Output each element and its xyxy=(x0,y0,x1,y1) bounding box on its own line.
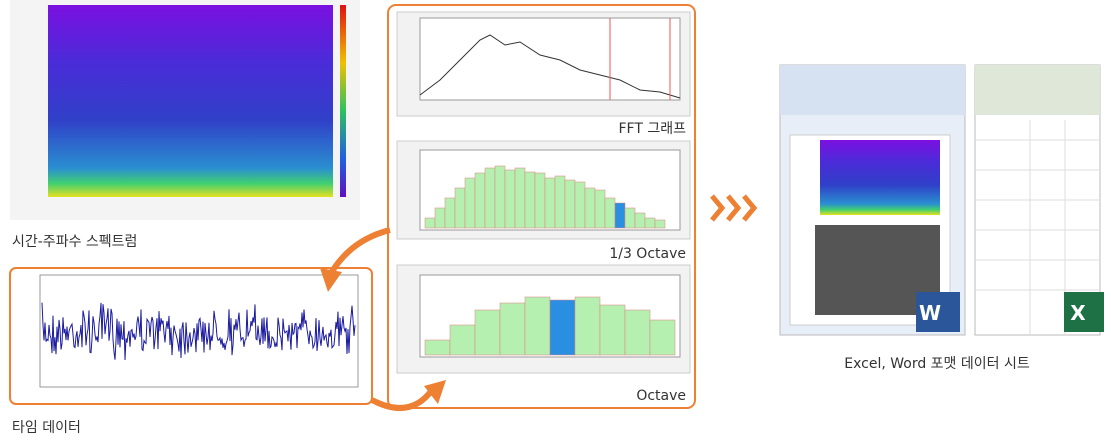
caption: Excel, Word 포맷 데이터 시트 xyxy=(844,356,1030,372)
decor-bar xyxy=(564,179,576,229)
decor-bar xyxy=(474,172,486,229)
decor-bar xyxy=(549,299,576,356)
decor-bar xyxy=(594,189,606,229)
decor-bar xyxy=(474,309,501,356)
decor-bar xyxy=(534,172,546,229)
decor-bar xyxy=(454,187,466,229)
icon-letter: X xyxy=(1070,301,1086,325)
decor-bar xyxy=(464,177,476,229)
decor-bar xyxy=(649,319,676,356)
decor-bar xyxy=(574,296,601,356)
decor-bar xyxy=(654,219,666,229)
decor-bar xyxy=(524,171,536,229)
decor-bar xyxy=(634,212,646,229)
decor-bar xyxy=(574,181,586,229)
caption: 1/3 Octave xyxy=(609,246,686,262)
decor-bar xyxy=(434,207,446,229)
caption: Octave xyxy=(636,388,686,404)
icon-letter: W xyxy=(919,301,941,325)
decor-bar xyxy=(494,165,506,229)
decor-bar xyxy=(499,302,526,356)
waveform xyxy=(41,302,356,361)
excel-icon xyxy=(1064,292,1104,332)
arrow xyxy=(327,227,391,277)
spectrogram-image xyxy=(10,0,360,220)
decor-bar xyxy=(484,167,496,229)
decor-bar xyxy=(554,175,566,229)
caption: 타임 데이터 xyxy=(12,420,81,436)
decor-bar xyxy=(504,169,516,229)
time-plot xyxy=(39,274,359,388)
decor-bar xyxy=(584,187,596,229)
caption: 시간-주파수 스펙트럼 xyxy=(12,234,137,250)
decor-bar xyxy=(444,197,456,229)
decor-bar xyxy=(604,197,616,229)
word-icon xyxy=(916,292,960,332)
decor-bar xyxy=(424,339,451,356)
decor-bar xyxy=(624,309,651,356)
decor-bar xyxy=(524,296,551,356)
decor-bar xyxy=(449,324,476,356)
decor-bar xyxy=(544,177,556,229)
fft-curve xyxy=(419,34,681,99)
arrow xyxy=(370,388,435,411)
decor-bar xyxy=(424,217,436,229)
decor-bar xyxy=(614,202,626,229)
decor-bar xyxy=(514,167,526,229)
decor-bar xyxy=(624,207,636,229)
decor-bar xyxy=(644,217,656,229)
decor-bar xyxy=(599,304,626,356)
caption: FFT 그래프 xyxy=(618,121,686,137)
chevrons xyxy=(710,194,758,222)
